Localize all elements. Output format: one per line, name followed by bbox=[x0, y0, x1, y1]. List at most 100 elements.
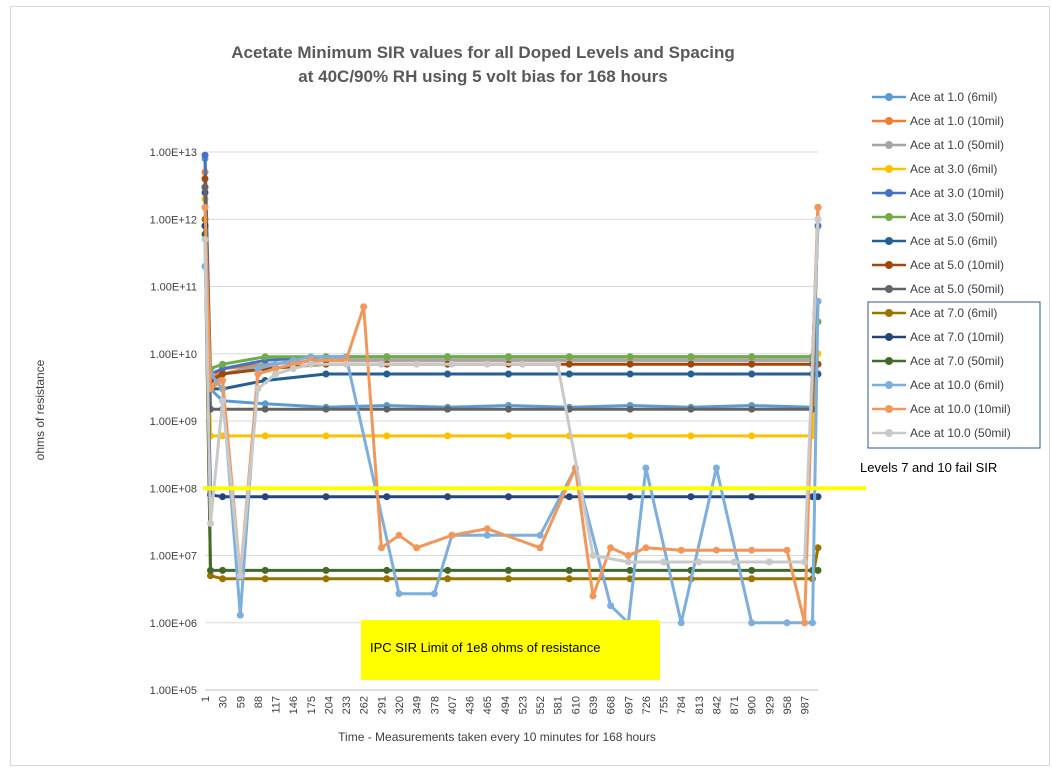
data-point bbox=[207, 566, 214, 574]
series-4 bbox=[201, 151, 822, 378]
data-point bbox=[626, 405, 634, 413]
data-point bbox=[626, 493, 634, 501]
legend-label: Ace at 1.0 (6mil) bbox=[910, 90, 997, 104]
x-axis-title: Time - Measurements taken every 10 minut… bbox=[338, 730, 656, 744]
data-point bbox=[201, 203, 209, 211]
chart-frame bbox=[10, 6, 1050, 766]
series-line bbox=[203, 178, 818, 382]
y-axis-title: ohms of resistance bbox=[33, 359, 47, 460]
data-point bbox=[201, 175, 209, 183]
legend-swatch-marker bbox=[885, 309, 893, 317]
x-tick-label: 291 bbox=[376, 696, 388, 714]
x-tick-label: 349 bbox=[412, 696, 424, 714]
legend-swatch-marker bbox=[885, 429, 893, 437]
y-axis-ticks: 1.00E+05 1.00E+06 1.00E+07 1.00E+08 1.00E+09… bbox=[150, 147, 197, 697]
legend-label: Ace at 7.0 (50mil) bbox=[910, 354, 1004, 368]
x-tick-label: 900 bbox=[747, 696, 759, 714]
data-point bbox=[444, 566, 452, 574]
data-point bbox=[413, 544, 421, 552]
x-tick-label: 262 bbox=[359, 696, 371, 714]
data-point bbox=[322, 575, 330, 583]
legend-swatch-marker bbox=[885, 213, 893, 221]
data-point bbox=[383, 493, 391, 501]
data-point bbox=[322, 432, 330, 440]
data-point bbox=[483, 525, 491, 533]
legend-entry: Ace at 5.0 (6mil) bbox=[872, 234, 997, 248]
data-point bbox=[505, 432, 512, 440]
data-point bbox=[660, 558, 667, 566]
x-tick-label: 581 bbox=[553, 696, 565, 714]
data-point bbox=[624, 558, 632, 566]
legend-swatch-marker bbox=[885, 189, 893, 197]
series-5 bbox=[201, 203, 822, 373]
legend-entry: Ace at 7.0 (6mil) bbox=[872, 306, 997, 320]
series-line bbox=[203, 172, 820, 382]
data-point bbox=[254, 365, 262, 373]
data-point bbox=[687, 432, 695, 440]
legend-swatch-marker bbox=[885, 261, 893, 269]
x-tick-label: 987 bbox=[800, 696, 812, 714]
legend-entry: Ace at 3.0 (50mil) bbox=[872, 210, 1004, 224]
data-point bbox=[505, 353, 512, 361]
data-point bbox=[261, 566, 269, 574]
y-tick-label: 1.00E+05 bbox=[150, 685, 197, 697]
x-tick-label: 523 bbox=[517, 696, 529, 714]
data-point bbox=[219, 370, 227, 378]
data-point bbox=[383, 575, 391, 583]
data-point bbox=[565, 360, 573, 368]
data-point bbox=[748, 619, 756, 627]
data-point bbox=[444, 405, 452, 413]
x-tick-label: 378 bbox=[429, 696, 441, 714]
data-point bbox=[748, 405, 756, 413]
legend-swatch-marker bbox=[885, 165, 893, 173]
legend-swatch-marker bbox=[885, 333, 893, 341]
x-tick-label: 842 bbox=[711, 696, 723, 714]
legend-entry: Ace at 5.0 (50mil) bbox=[872, 282, 1004, 296]
x-tick-label: 117 bbox=[271, 696, 283, 714]
data-point bbox=[448, 360, 456, 368]
data-point bbox=[322, 493, 330, 501]
data-point bbox=[626, 360, 634, 368]
x-tick-label: 30 bbox=[218, 696, 230, 708]
data-point bbox=[261, 493, 269, 501]
x-tick-label: 755 bbox=[659, 696, 671, 714]
x-tick-label: 610 bbox=[570, 696, 582, 714]
series-14 bbox=[201, 215, 822, 580]
series-7 bbox=[201, 175, 822, 384]
data-point bbox=[505, 575, 512, 583]
x-tick-label: 465 bbox=[482, 696, 494, 714]
legend-swatch-marker bbox=[885, 141, 893, 149]
data-point bbox=[748, 360, 756, 368]
data-point bbox=[626, 353, 634, 361]
data-point bbox=[444, 493, 452, 501]
data-point bbox=[801, 558, 809, 566]
x-tick-label: 552 bbox=[535, 696, 547, 714]
legend-entry: Ace at 3.0 (10mil) bbox=[872, 186, 1004, 200]
data-point bbox=[322, 566, 330, 574]
data-point bbox=[687, 493, 695, 501]
data-point bbox=[236, 572, 244, 580]
data-point bbox=[219, 566, 227, 574]
data-point bbox=[626, 566, 634, 574]
legend-entry: Ace at 7.0 (10mil) bbox=[872, 330, 1004, 344]
data-point bbox=[589, 552, 597, 559]
data-point bbox=[444, 370, 452, 378]
data-point bbox=[554, 360, 562, 368]
x-tick-label: 697 bbox=[623, 696, 635, 714]
data-point bbox=[518, 360, 526, 368]
y-tick-label: 1.00E+07 bbox=[150, 551, 197, 563]
x-tick-label: 929 bbox=[764, 696, 776, 714]
legend-label: Ace at 3.0 (50mil) bbox=[910, 210, 1004, 224]
data-point bbox=[272, 370, 279, 378]
legend-swatch-marker bbox=[885, 357, 893, 365]
data-point bbox=[261, 400, 269, 408]
data-point bbox=[377, 360, 385, 368]
data-point bbox=[505, 405, 512, 413]
data-point bbox=[626, 370, 634, 378]
data-point bbox=[748, 546, 756, 554]
x-tick-label: 88 bbox=[253, 696, 265, 708]
legend-entry: Ace at 1.0 (50mil) bbox=[872, 138, 1004, 152]
legend-swatch-marker bbox=[885, 93, 893, 101]
series-line bbox=[203, 192, 818, 391]
